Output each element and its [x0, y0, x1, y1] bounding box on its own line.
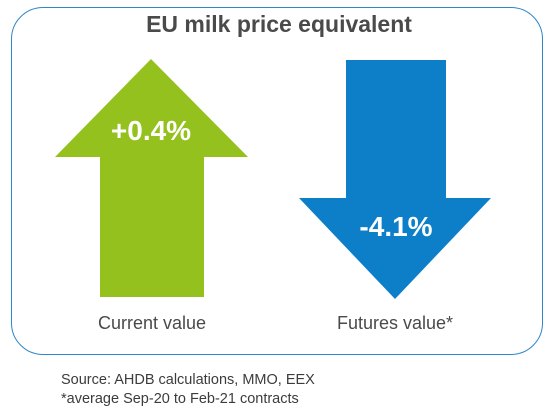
- futures-change-value: -4.1%: [359, 211, 433, 242]
- down-arrow-icon: [299, 60, 491, 299]
- futures-value-label: Futures value*: [336, 313, 454, 333]
- current-change-value: +0.4%: [110, 115, 192, 146]
- up-arrow-icon: [55, 59, 248, 297]
- futures-footnote: *average Sep-20 to Feb-21 contracts: [61, 391, 299, 407]
- panel-title: EU milk price equivalent: [146, 11, 412, 37]
- source-note: Source: AHDB calculations, MMO, EEX: [61, 372, 315, 388]
- infographic-panel: [11, 7, 543, 355]
- current-value-label: Current value: [97, 313, 207, 333]
